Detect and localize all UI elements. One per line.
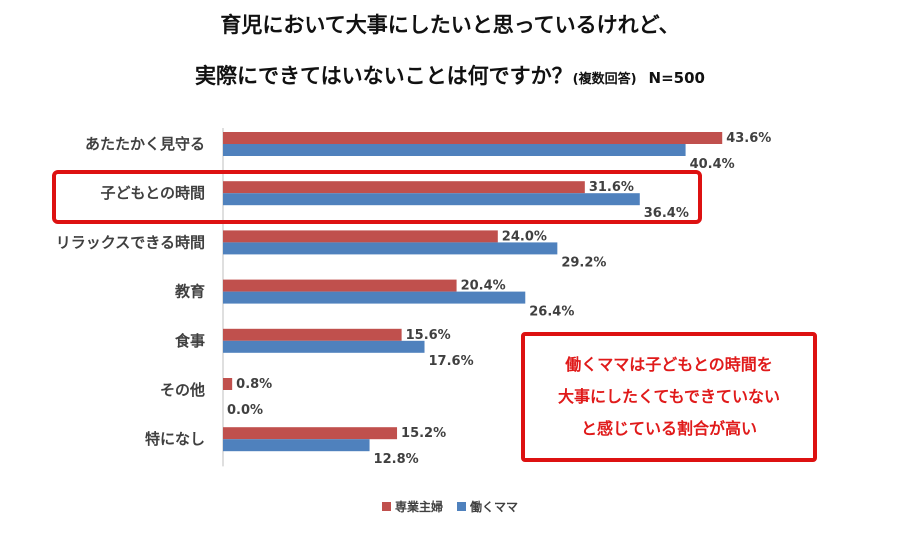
category-label: リラックスできる時間 xyxy=(56,233,205,251)
data-label: 24.0% xyxy=(502,229,547,244)
chart-title-line1: 育児において大事にしたいと思っているけれど、 xyxy=(220,13,680,37)
bar-housewife xyxy=(223,132,723,144)
data-label: 29.2% xyxy=(561,255,606,270)
data-label: 0.0% xyxy=(227,403,263,418)
category-label: あたたかく見守る xyxy=(85,135,205,153)
data-label: 12.8% xyxy=(374,452,419,467)
title-note: (複数回答) xyxy=(572,72,637,87)
bar-housewife xyxy=(223,427,398,440)
legend-label: 働くママ xyxy=(470,500,519,514)
data-label: 26.4% xyxy=(529,305,574,320)
data-label: 15.2% xyxy=(401,426,446,441)
bar-housewife xyxy=(223,328,402,341)
data-label: 31.6% xyxy=(589,180,634,195)
callout-box: 働くママは子どもとの時間を 大事にしたくてもできていない と感じている割合が高い xyxy=(521,332,817,462)
category-label: 子どもとの時間 xyxy=(100,184,205,202)
highlight-box xyxy=(52,170,702,224)
data-label: 0.8% xyxy=(236,377,272,392)
callout-line: 大事にしたくてもできていない xyxy=(557,387,781,406)
bar-working-mom xyxy=(223,242,558,255)
callout-line: 働くママは子どもとの時間を xyxy=(565,355,773,374)
bar-housewife xyxy=(223,230,498,243)
category-label: 食事 xyxy=(175,332,205,350)
category-label: 特になし xyxy=(145,430,205,448)
legend-swatch xyxy=(381,502,391,511)
bar-working-mom xyxy=(223,340,425,353)
sample-size: N=500 xyxy=(648,69,705,87)
category-label: 教育 xyxy=(174,283,205,301)
bar-housewife xyxy=(223,279,457,292)
bar-working-mom xyxy=(223,291,526,304)
data-label: 15.6% xyxy=(406,328,451,343)
legend-swatch xyxy=(457,502,466,511)
legend-item: 働くママ xyxy=(457,498,518,515)
legend-item: 専業主婦 xyxy=(381,498,443,515)
legend-label: 専業主婦 xyxy=(394,500,443,514)
legend: 専業主婦 働くママ xyxy=(0,498,900,515)
data-label: 20.4% xyxy=(461,279,506,294)
data-label: 36.4% xyxy=(644,206,689,221)
data-label: 17.6% xyxy=(429,354,474,369)
bar-working-mom xyxy=(223,193,640,206)
bar-working-mom xyxy=(223,439,370,452)
bar-housewife xyxy=(223,378,233,390)
bar-working-mom xyxy=(223,144,686,156)
chart-title-text: 実際にできてはいないことは何ですか？ xyxy=(195,64,573,88)
chart-title-line2: 実際にできてはいないことは何ですか？(複数回答) N=500 xyxy=(0,59,900,97)
bar-housewife xyxy=(223,181,585,194)
data-label: 43.6% xyxy=(726,131,771,146)
callout-line: と感じている割合が高い xyxy=(580,419,757,438)
data-label: 40.4% xyxy=(690,157,735,172)
category-label: その他 xyxy=(160,381,205,399)
